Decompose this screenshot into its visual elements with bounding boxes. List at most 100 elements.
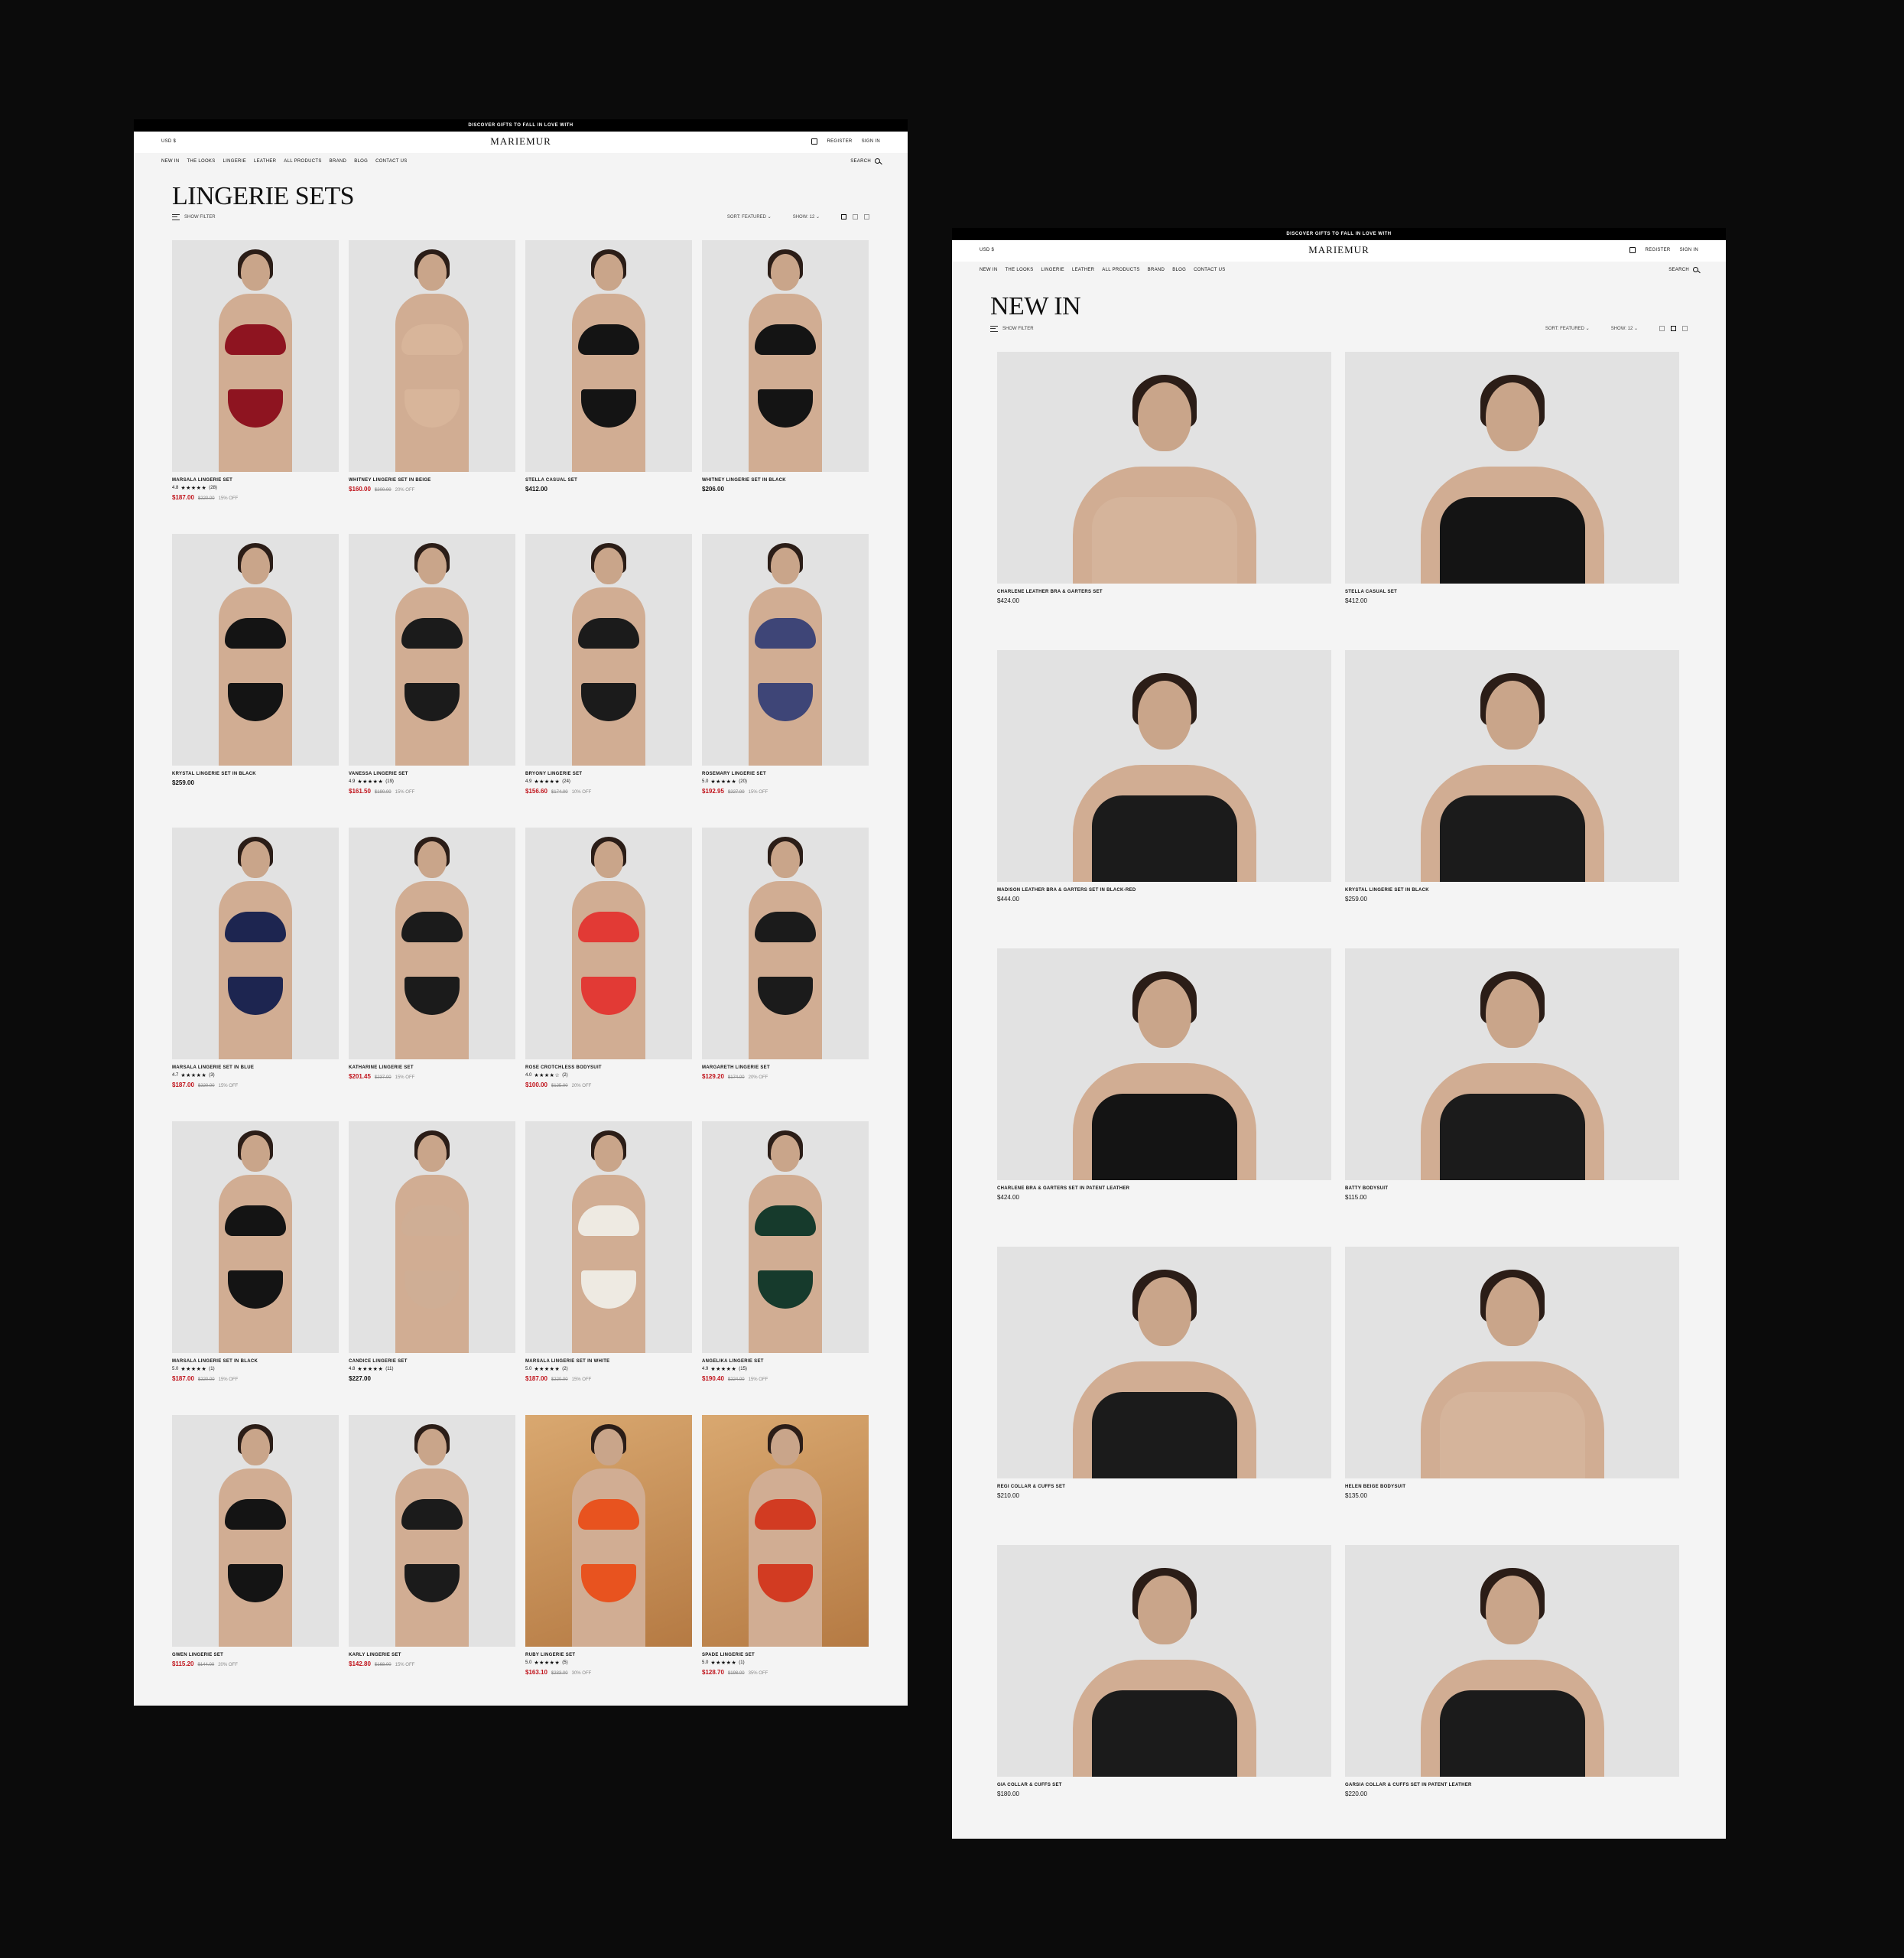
product-name[interactable]: MARSALA LINGERIE SET	[172, 478, 339, 483]
product-image[interactable]	[349, 828, 515, 1059]
nav-item-all-products[interactable]: ALL PRODUCTS	[284, 159, 321, 164]
view-grid-1-icon[interactable]	[841, 214, 846, 220]
product-name[interactable]: SPADE LINGERIE SET	[702, 1653, 869, 1657]
promo-bar[interactable]: DISCOVER GIFTS TO FALL IN LOVE WITH	[952, 228, 1726, 240]
product-name[interactable]: ANGELIKA LINGERIE SET	[702, 1359, 869, 1364]
product-image[interactable]	[172, 240, 339, 472]
product-name[interactable]: MARSALA LINGERIE SET IN WHITE	[525, 1359, 692, 1364]
product-name[interactable]: STELLA CASUAL SET	[525, 478, 692, 483]
product-image[interactable]	[1345, 650, 1679, 882]
cart-icon[interactable]	[811, 138, 817, 145]
product-name[interactable]: CHARLENE LEATHER BRA & GARTERS SET	[997, 590, 1331, 594]
product-name[interactable]: WHITNEY LINGERIE SET IN BEIGE	[349, 478, 515, 483]
product-image[interactable]	[525, 534, 692, 766]
product-image[interactable]	[349, 1415, 515, 1647]
product-name[interactable]: MADISON LEATHER BRA & GARTERS SET IN BLA…	[997, 888, 1331, 893]
product-image[interactable]	[1345, 1545, 1679, 1777]
nav-item-lingerie[interactable]: LINGERIE	[1041, 268, 1064, 272]
nav-item-the-looks[interactable]: THE LOOKS	[187, 159, 215, 164]
nav-item-leather[interactable]: LEATHER	[1072, 268, 1094, 272]
product-card[interactable]: STELLA CASUAL SET $412.00	[1345, 352, 1679, 650]
product-card[interactable]: GIA COLLAR & CUFFS SET $180.00	[997, 1545, 1331, 1839]
product-name[interactable]: GIA COLLAR & CUFFS SET	[997, 1783, 1331, 1787]
nav-item-contact-us[interactable]: CONTACT US	[1194, 268, 1225, 272]
cart-icon[interactable]	[1629, 247, 1636, 253]
nav-item-brand[interactable]: BRAND	[1148, 268, 1165, 272]
product-image[interactable]	[1345, 1247, 1679, 1478]
product-name[interactable]: HELEN BEIGE BODYSUIT	[1345, 1485, 1679, 1489]
product-image[interactable]	[1345, 352, 1679, 584]
nav-item-blog[interactable]: BLOG	[1172, 268, 1186, 272]
search-button[interactable]: SEARCH	[1668, 267, 1698, 272]
product-image[interactable]	[702, 1415, 869, 1647]
nav-item-the-looks[interactable]: THE LOOKS	[1005, 268, 1033, 272]
nav-item-blog[interactable]: BLOG	[354, 159, 368, 164]
product-image[interactable]	[525, 1415, 692, 1647]
product-name[interactable]: KRYSTAL LINGERIE SET IN BLACK	[172, 772, 339, 776]
product-name[interactable]: KATHARINE LINGERIE SET	[349, 1065, 515, 1070]
product-image[interactable]	[997, 1247, 1331, 1478]
product-card[interactable]: CHARLENE LEATHER BRA & GARTERS SET $424.0…	[997, 352, 1331, 650]
product-image[interactable]	[702, 828, 869, 1059]
product-image[interactable]	[997, 948, 1331, 1180]
product-image[interactable]	[1345, 948, 1679, 1180]
product-image[interactable]	[172, 1415, 339, 1647]
product-name[interactable]: GWEN LINGERIE SET	[172, 1653, 339, 1657]
product-name[interactable]: BATTY BODYSUIT	[1345, 1186, 1679, 1191]
product-name[interactable]: MARGARETH LINGERIE SET	[702, 1065, 869, 1070]
nav-item-lingerie[interactable]: LINGERIE	[223, 159, 246, 164]
product-name[interactable]: WHITNEY LINGERIE SET IN BLACK	[702, 478, 869, 483]
product-card[interactable]: CHARLENE BRA & GARTERS SET IN PATENT LEA…	[997, 948, 1331, 1247]
show-filter-button[interactable]: SHOW FILTER	[990, 326, 1034, 332]
site-logo[interactable]: MARIEMUR	[134, 135, 908, 148]
product-name[interactable]: VANESSA LINGERIE SET	[349, 772, 515, 776]
product-name[interactable]: CHARLENE BRA & GARTERS SET IN PATENT LEA…	[997, 1186, 1331, 1191]
nav-item-new-in[interactable]: NEW IN	[161, 159, 179, 164]
product-image[interactable]	[997, 1545, 1331, 1777]
product-name[interactable]: CANDICE LINGERIE SET	[349, 1359, 515, 1364]
product-card[interactable]: HELEN BEIGE BODYSUIT $135.00	[1345, 1247, 1679, 1545]
product-name[interactable]: MARSALA LINGERIE SET IN BLACK	[172, 1359, 339, 1364]
product-name[interactable]: STELLA CASUAL SET	[1345, 590, 1679, 594]
product-image[interactable]	[997, 352, 1331, 584]
product-image[interactable]	[997, 650, 1331, 882]
product-image[interactable]	[172, 534, 339, 766]
sort-dropdown[interactable]: SORT: FEATURED ⌄	[1545, 326, 1590, 331]
product-image[interactable]	[702, 534, 869, 766]
view-grid-4-icon[interactable]	[864, 214, 869, 220]
register-link[interactable]: REGISTER	[827, 139, 852, 144]
show-count-dropdown[interactable]: SHOW: 12 ⌄	[793, 214, 820, 220]
product-name[interactable]: KRYSTAL LINGERIE SET IN BLACK	[1345, 888, 1679, 893]
show-filter-button[interactable]: SHOW FILTER	[172, 214, 216, 220]
product-card[interactable]: MADISON LEATHER BRA & GARTERS SET IN BLA…	[997, 650, 1331, 948]
promo-bar[interactable]: DISCOVER GIFTS TO FALL IN LOVE WITH	[134, 119, 908, 132]
view-grid-1-icon[interactable]	[1659, 326, 1665, 331]
product-image[interactable]	[702, 1121, 869, 1353]
nav-item-leather[interactable]: LEATHER	[254, 159, 276, 164]
register-link[interactable]: REGISTER	[1645, 248, 1670, 252]
view-grid-4-icon[interactable]	[1682, 326, 1688, 331]
view-grid-2-icon[interactable]	[1671, 326, 1676, 331]
nav-item-contact-us[interactable]: CONTACT US	[375, 159, 407, 164]
product-image[interactable]	[525, 828, 692, 1059]
site-logo[interactable]: MARIEMUR	[952, 244, 1726, 256]
show-count-dropdown[interactable]: SHOW: 12 ⌄	[1611, 326, 1638, 331]
product-name[interactable]: ROSEMARY LINGERIE SET	[702, 772, 869, 776]
product-image[interactable]	[525, 1121, 692, 1353]
product-image[interactable]	[702, 240, 869, 472]
nav-item-all-products[interactable]: ALL PRODUCTS	[1102, 268, 1139, 272]
product-name[interactable]: MARSALA LINGERIE SET IN BLUE	[172, 1065, 339, 1070]
product-image[interactable]	[172, 828, 339, 1059]
product-name[interactable]: RUBY LINGERIE SET	[525, 1653, 692, 1657]
product-image[interactable]	[172, 1121, 339, 1353]
product-card[interactable]: BATTY BODYSUIT $115.00	[1345, 948, 1679, 1247]
view-grid-2-icon[interactable]	[853, 214, 858, 220]
product-name[interactable]: ROSE CROTCHLESS BODYSUIT	[525, 1065, 692, 1070]
product-card[interactable]: REGI COLLAR & CUFFS SET $210.00	[997, 1247, 1331, 1545]
nav-item-brand[interactable]: BRAND	[330, 159, 347, 164]
product-name[interactable]: REGI COLLAR & CUFFS SET	[997, 1485, 1331, 1489]
product-image[interactable]	[525, 240, 692, 472]
product-image[interactable]	[349, 534, 515, 766]
search-button[interactable]: SEARCH	[850, 158, 880, 164]
product-image[interactable]	[349, 1121, 515, 1353]
